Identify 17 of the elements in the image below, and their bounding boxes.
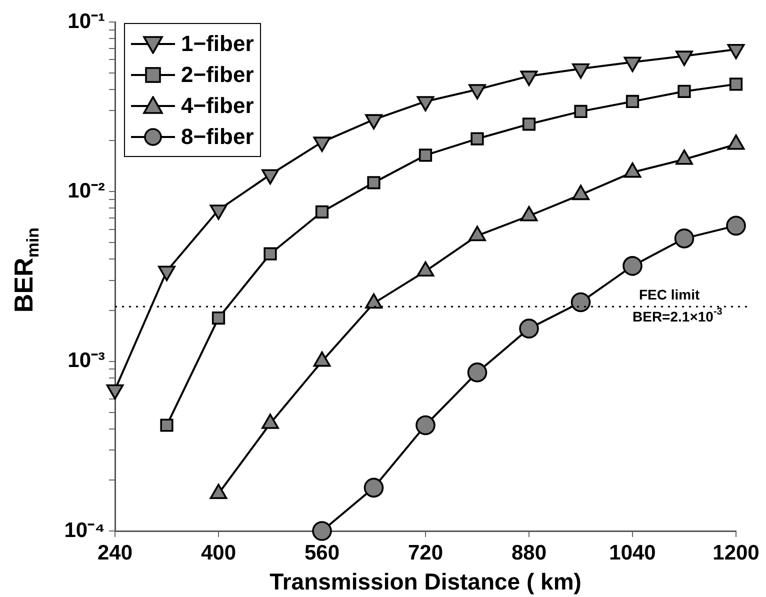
x-tick-label: 400 <box>200 541 236 564</box>
legend-label: 2−fiber <box>181 62 254 88</box>
legend-label: 8−fiber <box>181 124 254 150</box>
y-tick-label: 10⁻² <box>68 179 105 202</box>
legend-label: 1−fiber <box>181 30 254 56</box>
y-tick-label: 10⁻³ <box>68 349 105 372</box>
y-tick-label: 10⁻¹ <box>68 10 105 33</box>
legend-label: 4−fiber <box>181 92 254 118</box>
x-tick-label: 1200 <box>712 541 760 564</box>
x-tick-label: 720 <box>408 541 444 564</box>
x-tick-label: 880 <box>511 541 547 564</box>
x-axis-title: Transmission Distance ( km) <box>270 568 582 595</box>
x-tick-label: 1040 <box>609 541 656 564</box>
ref-line-label: FEC limit <box>639 286 700 303</box>
y-tick-label: 10⁻⁴ <box>64 518 105 542</box>
x-tick-label: 240 <box>97 541 133 564</box>
x-tick-label: 560 <box>304 541 340 564</box>
